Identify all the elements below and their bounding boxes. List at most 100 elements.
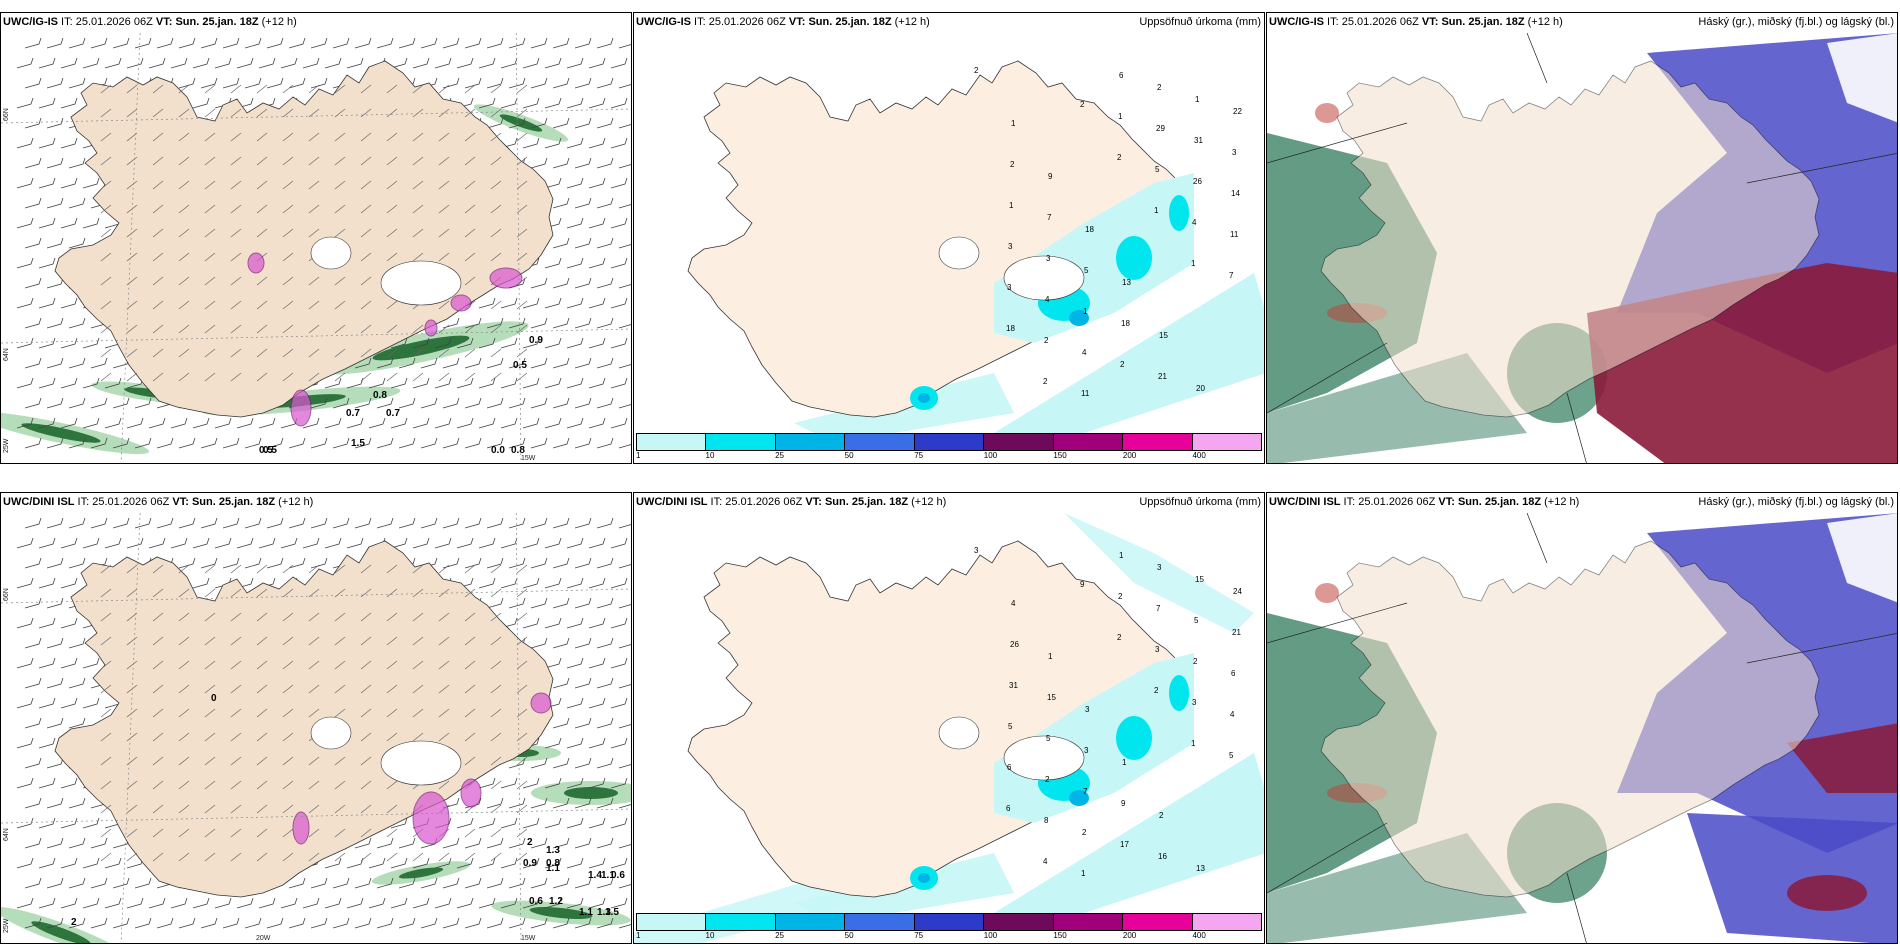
- value-label: 17: [1120, 840, 1129, 849]
- precip-area: [1116, 236, 1152, 280]
- value-label: 26: [1010, 640, 1019, 649]
- wind-panel-igis: 0.9 0.5 0.7 0.5 0.8 1.5 0.5 0.0 0.8 0.7 66N 64N 25W 1…: [0, 12, 632, 464]
- colorbar-label: 150: [1053, 451, 1067, 460]
- value-label: 1: [1048, 652, 1053, 661]
- value-label: 2: [1117, 633, 1122, 642]
- value-label: 3: [1084, 746, 1089, 755]
- it-label: IT:: [691, 16, 709, 28]
- value-label: 5: [1046, 734, 1051, 743]
- panel-title: UWC/IG-IS IT: 25.01.2026 06Z VT: Sun. 25…: [1, 13, 631, 31]
- lead-time: (+12 h): [1524, 16, 1563, 28]
- cloud-panel-dini: UWC/DINI ISL IT: 25.01.2026 06Z VT: Sun.…: [1266, 492, 1898, 944]
- iceland-land: [687, 540, 1187, 898]
- colorbar-swatch: [914, 434, 985, 450]
- value-label: 4: [1082, 348, 1087, 357]
- value-label: 1.1: [546, 863, 560, 874]
- longitude-label: 15W: [521, 455, 536, 462]
- value-label: 2: [1193, 657, 1198, 666]
- value-label: 20: [1196, 384, 1205, 393]
- value-label: 1: [1011, 119, 1016, 128]
- it-label: IT:: [1324, 16, 1342, 28]
- value-label: 2: [974, 66, 979, 75]
- value-label: 0.0: [491, 445, 505, 456]
- value-label: 0.8: [546, 858, 560, 869]
- model-name: UWC/DINI ISL: [1269, 496, 1341, 508]
- value-label: 2: [1045, 775, 1050, 784]
- colorbar-swatch: [637, 914, 707, 930]
- gust-area: [424, 319, 438, 337]
- value-label: 15: [1159, 331, 1168, 340]
- precip-colorbar: 1 10 25 50 75 100 150 200 400: [636, 913, 1262, 941]
- value-label: 3: [1085, 705, 1090, 714]
- value-label: 2: [1118, 592, 1123, 601]
- value-label: 26: [1193, 177, 1202, 186]
- vt-label: VT:: [1418, 16, 1442, 28]
- precip-area: [1169, 195, 1189, 231]
- value-label: 5: [1194, 616, 1199, 625]
- value-label: 6: [1007, 763, 1012, 772]
- value-label: 0.9: [523, 858, 537, 869]
- it-label: IT:: [74, 496, 93, 508]
- value-label: 1.3: [597, 907, 611, 918]
- valid-time: Sun. 25.jan. 18Z: [191, 496, 276, 508]
- value-label: 21: [1158, 372, 1167, 381]
- gust-area: [412, 791, 450, 845]
- value-label: 14: [1231, 189, 1240, 198]
- precip-area: [1064, 513, 1254, 633]
- value-label: 0.5: [513, 360, 527, 371]
- gust-area: [530, 692, 552, 714]
- colorbar-label: 75: [914, 931, 924, 940]
- iceland-land: [1320, 60, 1820, 418]
- value-label: 2: [527, 837, 533, 848]
- wind-core: [21, 423, 101, 443]
- value-label: 0.7: [386, 408, 400, 419]
- value-label: 0.8: [511, 445, 525, 456]
- latitude-label: 66N: [3, 108, 10, 121]
- wind-core: [31, 921, 91, 943]
- value-label: 11: [1230, 230, 1239, 239]
- value-label: 4: [1011, 599, 1016, 608]
- init-time: 25.01.2026 06Z: [708, 16, 786, 28]
- init-time: 25.01.2026 06Z: [1358, 496, 1436, 508]
- value-label: 7: [1229, 271, 1234, 280]
- it-label: IT:: [707, 496, 726, 508]
- value-label: 2: [1082, 828, 1087, 837]
- colorbar-swatch: [775, 914, 846, 930]
- value-label: 9: [1121, 799, 1126, 808]
- value-label: 1.5: [351, 438, 365, 449]
- value-label: 7: [1047, 213, 1052, 222]
- cloud-map: [1267, 512, 1897, 943]
- value-label: 1: [1122, 758, 1127, 767]
- panel-title: UWC/IG-IS IT: 25.01.2026 06Z VT: Sun. 25…: [634, 13, 1264, 31]
- colorbar-label: 10: [705, 451, 715, 460]
- wind-core: [372, 335, 470, 361]
- value-label: 2: [1117, 153, 1122, 162]
- value-label: 15: [1195, 575, 1204, 584]
- latitude-label: 66N: [3, 588, 10, 601]
- value-label: 1: [1191, 739, 1196, 748]
- field-description: Uppsöfnuð úrkoma (mm): [1139, 496, 1261, 508]
- model-name: UWC/IG-IS: [1269, 16, 1324, 28]
- value-label: 1.1: [601, 870, 615, 881]
- colorbar-label: 50: [844, 451, 854, 460]
- wind-panel-dini: 2 1.3 1.1 0.9 0.8 1.4 1.1 0.6 0.6 1.2 1.1 1.3 1.5 2 0 6…: [0, 492, 632, 944]
- colorbar-label: 400: [1192, 451, 1206, 460]
- glacier: [1003, 735, 1085, 781]
- value-label: 1.1: [579, 907, 593, 918]
- field-description: Háský (gr.), miðský (fj.bl.) og lágský (…: [1698, 16, 1894, 28]
- value-label: 0.6: [529, 896, 543, 907]
- precip-area: [1169, 675, 1189, 711]
- value-label: 24: [1233, 587, 1242, 596]
- value-label: 2: [1044, 336, 1049, 345]
- model-name: UWC/DINI ISL: [636, 496, 708, 508]
- glacier: [938, 716, 980, 750]
- colorbar-label: 400: [1192, 931, 1206, 940]
- longitude-label: 20W: [256, 935, 271, 942]
- vt-label: VT:: [802, 496, 825, 508]
- wind-core: [529, 907, 593, 919]
- gust-area: [292, 811, 310, 845]
- precip-colorbar: 1 10 25 50 75 100 150 200 400: [636, 433, 1262, 461]
- precip-panel-dini: 3 4 1 3 1 2 13 24 26 15 3 9 16 15 21 31 5 7 17 3 5 6 5 2 2 1 7 2 4 6 8…: [633, 492, 1265, 944]
- wind-map: 21.31.10.9 0.81.4 1.10.60.6 1.21.1 1.31.520: [1, 493, 631, 943]
- value-label: 2: [1159, 811, 1164, 820]
